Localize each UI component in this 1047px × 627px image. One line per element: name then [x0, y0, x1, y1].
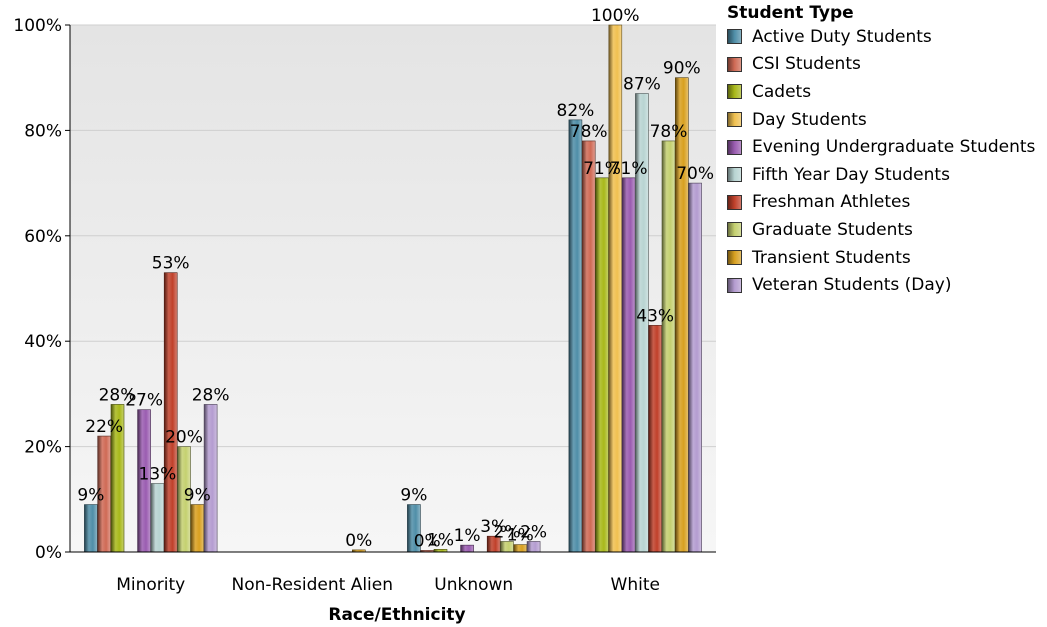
legend-swatch [727, 194, 742, 210]
bar-value-label: 0% [345, 531, 372, 551]
bar-cadets-white [595, 177, 609, 553]
x-tick-label: White [611, 575, 660, 595]
bar-graduate-students-white [661, 140, 676, 553]
bar-transient-students-minority [190, 504, 205, 553]
legend-item: Freshman Athletes [727, 189, 1045, 217]
legend-label: Veteran Students (Day) [752, 275, 952, 296]
legend-item: Active Duty Students [727, 23, 1045, 51]
legend-swatch [727, 167, 742, 183]
y-tick-label: 60% [24, 227, 62, 247]
bar-transient-students-unknown [513, 544, 528, 553]
bar-value-label: 13% [139, 464, 177, 484]
legend-label: Graduate Students [752, 219, 913, 240]
x-axis-title: Race/Ethnicity [328, 605, 465, 625]
y-tick-label: 20% [24, 438, 62, 458]
bar-value-label: 3% [480, 517, 507, 537]
legend-label: Cadets [752, 81, 812, 102]
bar-value-label: 71% [610, 159, 648, 179]
legend-label: Evening Undergraduate Students [752, 137, 1036, 158]
legend-item: Cadets [727, 78, 1045, 106]
bar-value-label: 43% [636, 306, 674, 326]
legend-item: Evening Undergraduate Students [727, 133, 1045, 161]
bar-value-label: 82% [557, 101, 595, 121]
legend-item: CSI Students [727, 51, 1045, 79]
legend-item: Veteran Students (Day) [727, 271, 1045, 299]
x-tick-label: Unknown [434, 575, 513, 595]
legend-swatch [727, 84, 742, 100]
bar-fifth-year-day-students-minority [150, 483, 165, 553]
y-tick-label: 40% [24, 332, 62, 352]
bar-value-label: 70% [676, 164, 714, 184]
bar-active-duty-students-white [568, 119, 583, 553]
legend-title: Student Type [727, 3, 854, 23]
y-tick-label: 100% [13, 16, 62, 36]
bar-value-label: 9% [400, 486, 427, 506]
bar-value-label: 1% [454, 526, 481, 546]
y-tick-label: 0% [35, 543, 62, 563]
legend-label: Freshman Athletes [752, 192, 911, 213]
legend-label: Active Duty Students [752, 26, 932, 47]
legend-item: Transient Students [727, 244, 1045, 272]
bar-value-label: 71% [583, 159, 621, 179]
legend-swatch [727, 222, 742, 238]
legend-label: Fifth Year Day Students [752, 164, 950, 185]
bar-value-label: 78% [650, 122, 688, 142]
legend-label: Day Students [752, 109, 867, 130]
bar-value-label: 20% [165, 428, 203, 448]
bar-value-label: 87% [623, 75, 661, 95]
bar-value-label: 53% [152, 254, 190, 274]
bar-value-label: 28% [99, 385, 137, 405]
bar-value-label: 78% [570, 122, 608, 142]
legend-swatch [727, 56, 742, 72]
legend-label: CSI Students [752, 54, 861, 75]
legend-swatch [727, 250, 742, 266]
bar-value-label: 90% [663, 59, 701, 79]
bar-veteran-students-day--minority [203, 404, 218, 553]
legend-swatch [727, 29, 742, 45]
bar-value-label: 9% [184, 486, 211, 506]
bar-value-label: 9% [77, 486, 104, 506]
y-tick-label: 80% [24, 121, 62, 141]
x-tick-label: Non-Resident Alien [231, 575, 393, 595]
bar-freshman-athletes-minority [163, 272, 178, 553]
legend-item: Day Students [727, 106, 1045, 134]
legend-label: Transient Students [752, 247, 911, 268]
legend: Student Type Active Duty Students CSI Stu… [727, 3, 1045, 299]
legend-swatch [727, 277, 742, 293]
bar-active-duty-students-minority [84, 504, 98, 553]
legend-swatch [727, 112, 742, 128]
bar-csi-students-white [581, 140, 596, 553]
bar-day-students-white [608, 24, 623, 553]
bar-value-label: 100% [591, 6, 640, 26]
bar-evening-undergraduate-students-white [621, 177, 636, 553]
x-tick-label: Minority [116, 575, 185, 595]
bar-value-label: 2% [520, 522, 547, 542]
bar-value-label: 1% [427, 530, 454, 550]
bar-value-label: 1% [507, 526, 534, 546]
legend-item: Graduate Students [727, 216, 1045, 244]
bar-transient-students-white [674, 77, 689, 553]
bar-evening-undergraduate-students-unknown [460, 544, 474, 553]
bar-value-label: 2% [494, 522, 521, 542]
bar-value-label: 22% [85, 417, 123, 437]
bar-value-label: 28% [192, 385, 230, 405]
bar-veteran-students-day--white [688, 182, 702, 553]
legend-item: Fifth Year Day Students [727, 161, 1045, 189]
bar-value-label: 0% [414, 531, 441, 551]
bar-value-label: 27% [125, 391, 163, 411]
bar-freshman-athletes-white [648, 325, 663, 553]
legend-swatch [727, 139, 742, 155]
